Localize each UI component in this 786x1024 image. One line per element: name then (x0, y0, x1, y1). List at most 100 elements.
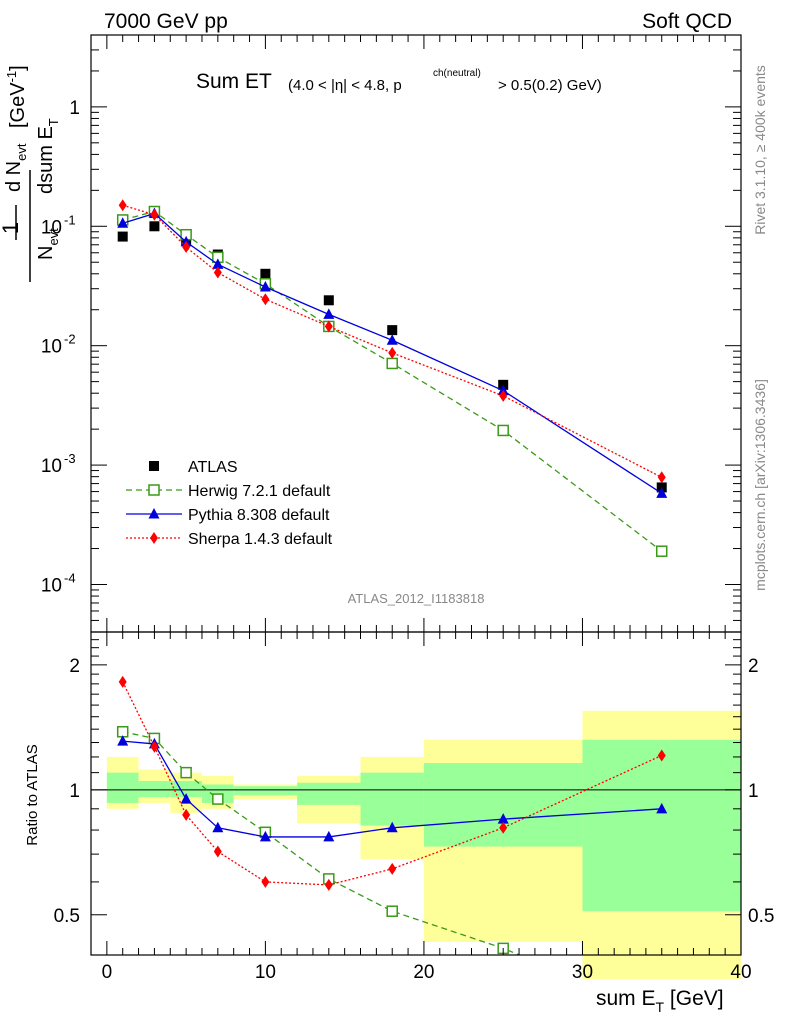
band-green (423, 763, 583, 847)
y-tick-label: 10 (41, 337, 62, 358)
svg-text:1: 1 (0, 222, 23, 234)
data-point (497, 424, 509, 437)
series-line (122, 210, 663, 552)
svg-text:dsum ET: dsum ET (35, 118, 61, 194)
ratio-point (656, 802, 668, 814)
band-green (106, 772, 139, 803)
data-point (149, 221, 160, 232)
y-tick-label-exp: -2 (64, 332, 76, 347)
data-point (657, 471, 666, 484)
svg-text:Nevt: Nevt (35, 228, 61, 260)
svg-text:d Nevt: d Nevt (3, 143, 29, 192)
data-point (213, 266, 222, 279)
ratio-point (657, 749, 666, 762)
ratio-point (182, 808, 191, 821)
data-point (323, 295, 334, 306)
ratio-point (118, 675, 127, 688)
rivet-version: Rivet 3.1.10, ≥ 400k events (752, 65, 768, 235)
data-point (118, 199, 127, 212)
data-point (386, 334, 398, 345)
svg-text:[GeV-1]: [GeV-1] (4, 65, 29, 128)
ratio-point (386, 905, 398, 917)
ratio-point (180, 766, 192, 779)
mcplots-credit: mcplots.cern.ch [arXiv:1306.3436] (752, 379, 768, 591)
y-tick-label: 10 (41, 217, 62, 238)
ratio-y-tick-label-right: 1 (748, 781, 759, 802)
ratio-point (259, 830, 271, 842)
data-point (323, 308, 335, 319)
ratio-frame (90, 631, 742, 956)
band-green (138, 781, 171, 798)
data-point (212, 258, 224, 269)
ratio-point (117, 735, 129, 746)
x-tick-label: 10 (255, 962, 276, 983)
ratio-point (261, 875, 270, 888)
header-energy: 7000 GeV pp (104, 10, 228, 33)
legend-entry: Herwig 7.2.1 default (126, 483, 331, 500)
x-tick-label: 40 (730, 962, 751, 983)
legend-entry: ATLAS (149, 459, 238, 476)
header-process: Soft QCD (642, 10, 732, 33)
data-point (324, 320, 333, 333)
data-point (499, 389, 508, 402)
ratio-point (212, 793, 224, 805)
band-green (297, 782, 361, 805)
ratio-point (388, 862, 397, 875)
data-point (150, 208, 159, 221)
x-tick-label: 20 (413, 962, 434, 983)
series-sherpa (118, 199, 666, 484)
analysis-tag: ATLAS_2012_I1183818 (348, 591, 485, 606)
legend-label: Pythia 8.308 default (188, 507, 330, 524)
plot-title-cut-sup: ch(neutral) (433, 68, 481, 79)
legend-entry: Pythia 8.308 default (126, 507, 330, 524)
data-point (655, 545, 668, 557)
legend: ATLAS Herwig 7.2.1 default Pythia 8.308 de… (126, 459, 333, 548)
y-tick-label: 10 (41, 575, 62, 596)
band-green (233, 786, 298, 796)
ratio-point (180, 793, 192, 804)
band-green (360, 772, 424, 826)
ratio-point (499, 821, 508, 834)
ratio-point (324, 878, 333, 891)
x-tick-label: 0 (102, 962, 113, 983)
ratio-point (213, 845, 222, 858)
upper-series-layer (116, 199, 668, 557)
plot-title-cut-end: > 0.5(0.2) GeV) (498, 77, 602, 94)
legend-label: Sherpa 1.4.3 default (188, 531, 333, 548)
y-tick-label-exp: -4 (64, 570, 76, 585)
ratio-y-tick-label-right: 2 (748, 656, 759, 677)
ratio-y-tick-label: 0.5 (54, 906, 80, 927)
legend-marker (149, 461, 159, 471)
data-point (182, 241, 191, 254)
axes-frames (90, 34, 742, 956)
ratio-point (150, 740, 159, 753)
legend-label: Herwig 7.2.1 default (188, 483, 331, 500)
ratio-y-tick-label: 1 (69, 781, 80, 802)
ratio-series-layer (116, 675, 668, 955)
data-point (117, 231, 128, 242)
ratio-y-tick-label-right: 0.5 (748, 906, 774, 927)
ratio-y-tick-label: 2 (69, 656, 80, 677)
y-tick-label: 10 (41, 456, 62, 477)
ratio-ylabel: Ratio to ATLAS (24, 744, 41, 845)
legend-marker (148, 508, 160, 519)
y-tick-label-exp: -1 (64, 212, 76, 227)
legend-marker (150, 532, 158, 544)
ratio-series-pythia (117, 735, 668, 842)
ratio-point (212, 821, 224, 833)
y-tick-label: 1 (69, 98, 80, 119)
xlabel: sum ET [GeV] (596, 987, 724, 1015)
data-point (117, 217, 129, 228)
plot-title: Sum ET (196, 70, 272, 93)
ratio-uncertainty-bands (106, 710, 741, 980)
band-green (582, 739, 741, 912)
data-point (388, 346, 397, 359)
ratio-point (497, 813, 509, 824)
data-point (387, 325, 398, 336)
data-point (261, 293, 270, 306)
data-point (386, 357, 398, 370)
x-tick-label: 30 (572, 962, 593, 983)
ratio-point (386, 821, 398, 833)
